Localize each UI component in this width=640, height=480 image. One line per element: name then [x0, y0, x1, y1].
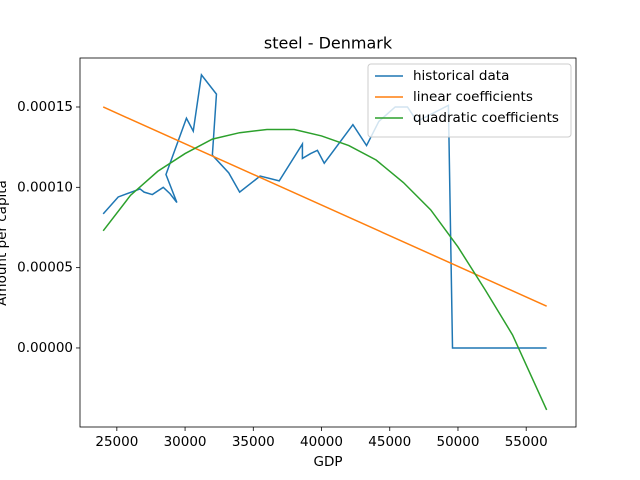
legend-label: historical data [413, 68, 509, 84]
y-tick-label: 0.00000 [17, 340, 73, 356]
x-tick-label: 35000 [232, 434, 275, 450]
plot-frame [79, 57, 577, 428]
x-tick-label: 45000 [368, 434, 411, 450]
data-line [102, 128, 548, 411]
y-tick-label: 0.00005 [17, 260, 73, 276]
x-tick-label: 25000 [95, 434, 138, 450]
data-line [102, 106, 547, 307]
legend-label: quadratic coefficients [413, 110, 559, 126]
legend-box [367, 63, 572, 138]
y-tick-label: 0.00015 [17, 99, 73, 115]
y-tick-label: 0.00010 [17, 179, 73, 195]
y-axis-label: Amount per capita [0, 180, 10, 306]
x-axis-label: GDP [314, 454, 343, 470]
chart-title: steel - Denmark [264, 34, 393, 53]
x-tick-label: 40000 [300, 434, 343, 450]
x-tick-label: 30000 [164, 434, 207, 450]
x-tick-label: 55000 [505, 434, 548, 450]
legend-label: linear coefficients [413, 89, 533, 105]
x-tick-label: 50000 [436, 434, 479, 450]
